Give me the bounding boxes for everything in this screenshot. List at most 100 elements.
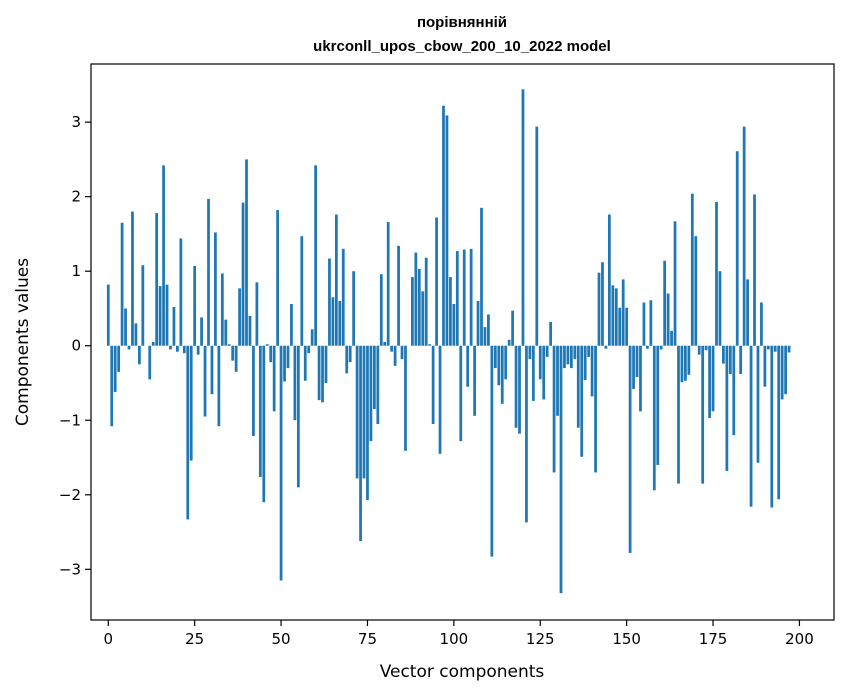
bar [597,272,601,346]
bar [677,345,680,484]
bar [680,345,684,383]
bar [773,345,777,352]
bar [421,291,425,346]
bar [704,345,708,351]
bar [341,248,345,346]
bar [507,339,511,346]
bar [684,345,687,381]
bar [179,238,183,346]
bar [321,345,324,403]
bar [196,345,200,355]
bar [587,345,591,357]
bar [110,345,114,427]
bar [635,345,639,378]
y-tick-label: 1 [71,262,81,280]
x-axis-ticks: 0 25 50 75 100 125 150 175 200 [104,620,814,648]
bar [687,345,691,375]
bar [666,293,670,346]
bar [725,345,729,471]
bar [497,345,501,386]
x-tick-label: 150 [612,630,641,648]
bar [348,345,352,363]
bar [106,284,110,346]
bar [518,345,521,434]
bar [383,342,387,346]
bar [576,345,580,428]
bar [155,213,159,346]
bar [445,115,449,346]
bar [227,344,231,346]
bar [552,345,556,473]
bar [207,198,210,346]
bar [483,327,487,346]
bar [711,345,715,412]
bar [334,214,338,346]
bar [366,345,369,501]
bar [241,202,245,346]
bar [424,257,428,346]
bar [193,265,197,346]
x-tick-label: 0 [104,630,114,648]
bar [749,345,753,507]
y-tick-label: −1 [59,411,81,429]
bar [138,345,141,365]
bar [573,345,577,360]
bar [355,345,359,479]
bar [480,207,483,346]
bar [265,344,269,346]
bar [514,345,518,428]
bar [404,345,407,451]
bar [614,288,618,346]
bar [200,317,203,346]
plot-frame [90,63,835,621]
bar [607,214,611,346]
bar [611,285,615,346]
bar [131,211,134,346]
bar [722,345,725,364]
bar [469,248,473,346]
bar [473,345,476,416]
bar [245,159,248,346]
bar [293,345,297,421]
bar [296,345,300,488]
bar [169,345,172,350]
bar [697,345,701,355]
bar [777,345,781,500]
y-tick-label: 3 [71,113,81,131]
bar [314,165,318,346]
bar [210,345,214,395]
bar [442,105,445,346]
bar [186,345,190,520]
bar [286,345,290,369]
bar [238,288,241,346]
bar [625,307,629,346]
bar [148,345,152,380]
bar [269,345,273,363]
bar [652,345,656,491]
bar [525,345,528,523]
bar [756,345,760,463]
bar [670,330,673,346]
bar [283,345,286,382]
bar [628,345,632,553]
bar [438,345,442,454]
bar [417,268,421,346]
bar [694,236,698,346]
bar [753,194,756,346]
bar [189,345,193,461]
bar [476,301,480,346]
bar [766,345,770,350]
bar [300,236,304,346]
bar [556,345,559,416]
bar [255,282,259,346]
bar [459,345,463,442]
bar [504,345,508,380]
bar [563,345,566,369]
bar [559,345,563,594]
bar [735,151,739,346]
bar [569,345,573,369]
bar [728,345,732,375]
bar [258,345,262,477]
bar [542,345,546,400]
bar [521,89,525,346]
